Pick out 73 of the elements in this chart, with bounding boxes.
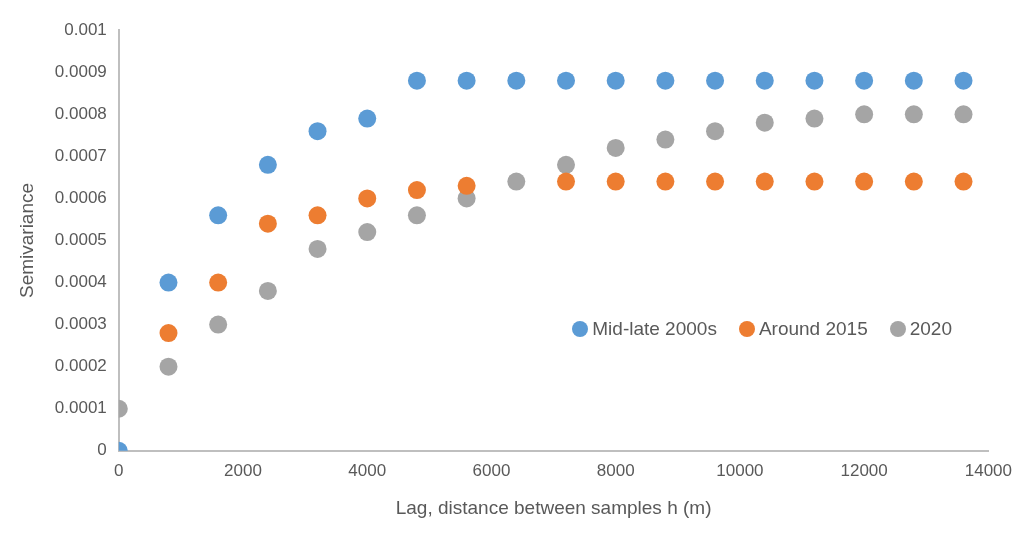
y-tick-label: 0.0003 [54,314,107,334]
x-tick-label: 10000 [716,460,764,480]
point [308,122,327,141]
point [258,214,277,233]
y-tick-label: 0.0007 [54,146,107,166]
point [308,206,327,225]
x-tick-label: 8000 [596,460,635,480]
y-tick-label: 0.0009 [54,61,107,81]
point [954,105,973,124]
point [855,172,874,191]
point [557,155,575,174]
x-axis-title: Lag, distance between samples h (m) [395,496,712,518]
point [258,155,277,174]
point [557,71,575,90]
y-axis-title: Semivariance [15,182,37,299]
x-tick-label: 2000 [224,460,262,480]
point [706,122,725,141]
point [606,138,625,157]
point [954,71,973,90]
point [656,172,675,191]
legend-label: Around 2015 [758,318,868,340]
legend-label: 2020 [909,318,952,340]
y-tick-label: 0.0008 [54,104,107,124]
point [904,71,923,90]
point [606,172,625,191]
point [358,109,377,128]
point [258,281,277,300]
x-tick-label: 4000 [348,460,387,480]
point [308,239,327,258]
point [606,71,625,90]
y-tick-label: 0.0006 [54,188,107,208]
point [457,71,476,90]
point [209,273,228,292]
point [855,71,874,90]
y-tick-label: 0.001 [64,19,107,39]
x-tick-label: 12000 [840,460,888,480]
point [904,105,923,124]
point [407,181,426,200]
point [904,172,923,191]
point [209,206,228,225]
point [755,113,774,132]
point [855,105,874,124]
point [656,130,675,149]
x-tick-label: 14000 [964,460,1012,480]
point [407,206,426,225]
point [706,172,725,191]
x-tick-label: 6000 [472,460,511,480]
point [755,71,774,90]
point [159,324,178,343]
point [358,189,377,208]
y-tick-label: 0 [97,440,107,460]
y-tick-label: 0.0001 [54,398,107,418]
point [159,357,178,376]
point [209,315,228,334]
point [159,273,178,292]
point [507,172,526,191]
point [656,71,675,90]
point [805,172,824,191]
point [557,172,575,191]
point [507,71,526,90]
y-tick-label: 0.0005 [54,230,107,250]
point [805,109,824,128]
point [457,176,476,195]
point [358,223,377,242]
legend-label: Mid-late 2000s [592,318,717,340]
point [755,172,774,191]
y-tick-label: 0.0004 [54,272,107,292]
point [407,71,426,90]
point [805,71,824,90]
point [706,71,725,90]
point [954,172,973,191]
x-tick-label: 0 [114,460,124,480]
y-tick-label: 0.0002 [54,356,107,376]
